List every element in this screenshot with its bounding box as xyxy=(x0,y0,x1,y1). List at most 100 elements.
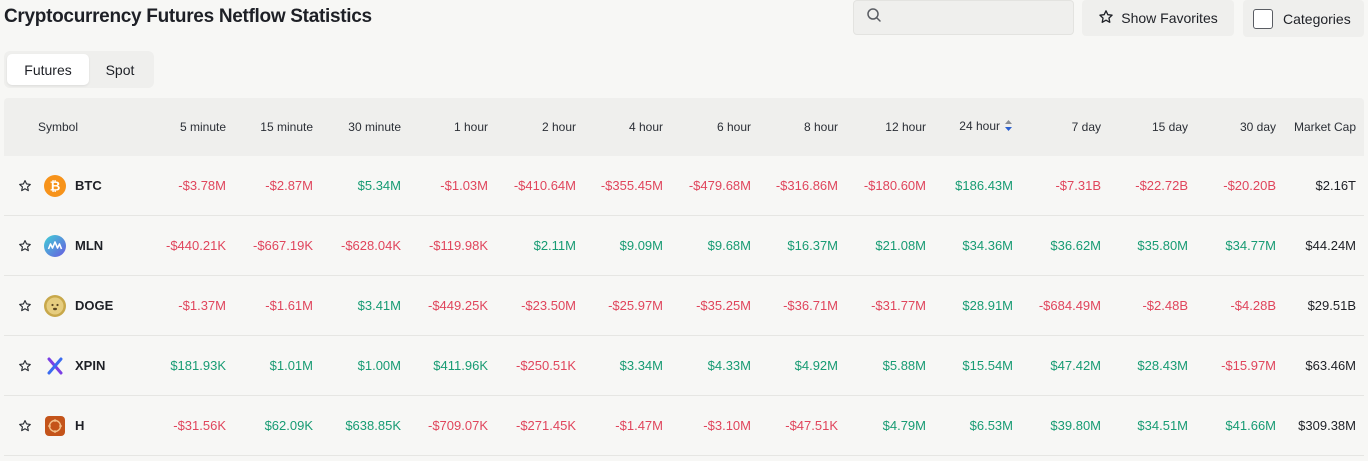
value-1h: -$709.07K xyxy=(428,418,488,433)
favorite-star-icon[interactable] xyxy=(18,299,32,313)
value-30d: -$4.28B xyxy=(1230,298,1276,313)
table-row[interactable]: MLN -$440.21K -$667.19K -$628.04K -$119.… xyxy=(4,216,1364,276)
table-row[interactable]: ₿ BTC -$3.78M -$2.87M $5.34M -$1.03M -$4… xyxy=(4,156,1364,216)
symbol-label: MLN xyxy=(75,238,104,253)
column-header-30d[interactable]: 30 day xyxy=(1239,120,1276,134)
value-1h: -$449.25K xyxy=(428,298,488,313)
value-8h: -$316.86M xyxy=(775,178,838,193)
value-5m: $181.93K xyxy=(170,358,226,373)
symbol-label: XPIN xyxy=(75,358,106,373)
value-30m: $5.34M xyxy=(357,178,401,193)
value-5m: -$31.56K xyxy=(173,418,226,433)
column-header-24h[interactable]: 24 hour xyxy=(926,119,1013,135)
star-outline-icon xyxy=(1098,9,1114,28)
categories-checkbox[interactable] xyxy=(1253,8,1273,29)
value-7d: $36.62M xyxy=(1050,238,1101,253)
value-15d: $28.43M xyxy=(1137,358,1188,373)
value-24h: $6.53M xyxy=(969,418,1013,433)
value-24h: $15.54M xyxy=(962,358,1013,373)
value-12h: $4.79M xyxy=(882,418,926,433)
sort-icon[interactable] xyxy=(1004,119,1013,135)
value-2h: $2.11M xyxy=(533,238,576,253)
table-row[interactable]: H -$31.56K $62.09K $638.85K -$709.07K -$… xyxy=(4,396,1364,456)
column-header-15d[interactable]: 15 day xyxy=(1151,120,1188,134)
value-4h: $3.34M xyxy=(619,358,663,373)
value-2h: -$410.64M xyxy=(513,178,576,193)
symbol-label: DOGE xyxy=(75,298,114,313)
table-row[interactable]: DOGE -$1.37M -$1.61M $3.41M -$449.25K -$… xyxy=(4,276,1364,336)
value-15d: -$2.48B xyxy=(1142,298,1188,313)
table-row[interactable]: XPIN $181.93K $1.01M $1.00M $411.96K -$2… xyxy=(4,336,1364,396)
search-input[interactable] xyxy=(890,9,1070,26)
value-24h: $28.91M xyxy=(962,298,1013,313)
value-7d: -$684.49M xyxy=(1038,298,1101,313)
page-title: Cryptocurrency Futures Netflow Statistic… xyxy=(4,6,372,27)
column-header-4h[interactable]: 4 hour xyxy=(628,120,663,134)
show-favorites-button[interactable]: Show Favorites xyxy=(1082,0,1234,36)
column-header-6h[interactable]: 6 hour xyxy=(716,120,751,134)
symbol-cell: H xyxy=(4,415,144,437)
value-8h: -$47.51K xyxy=(785,418,838,433)
value-12h: $21.08M xyxy=(875,238,926,253)
categories-label: Categories xyxy=(1283,10,1351,27)
value-7d: $39.80M xyxy=(1050,418,1101,433)
value-5m: -$440.21K xyxy=(166,238,226,253)
mln-coin-icon xyxy=(44,234,66,257)
value-30d: $41.66M xyxy=(1225,418,1276,433)
value-2h: -$23.50M xyxy=(521,298,576,313)
value-15d: $35.80M xyxy=(1137,238,1188,253)
value-12h: $5.88M xyxy=(882,358,926,373)
value-market-cap: $44.24M xyxy=(1305,238,1356,253)
column-header-1h[interactable]: 1 hour xyxy=(453,120,488,134)
tab-spot[interactable]: Spot xyxy=(105,61,135,78)
value-24h: $186.43M xyxy=(955,178,1013,193)
value-6h: $9.68M xyxy=(707,238,751,253)
value-6h: $4.33M xyxy=(707,358,751,373)
search-icon xyxy=(866,7,882,28)
value-1h: -$119.98K xyxy=(428,238,488,253)
market-type-tabs: Futures Spot xyxy=(4,51,154,88)
value-30m: $3.41M xyxy=(357,298,401,313)
symbol-label: BTC xyxy=(75,178,102,193)
column-header-15m[interactable]: 15 minute xyxy=(260,120,313,134)
btc-coin-icon: ₿ xyxy=(44,174,66,197)
table-header: Symbol 5 minute 15 minute 30 minute 1 ho… xyxy=(4,98,1364,156)
value-30m: $638.85K xyxy=(345,418,401,433)
value-6h: -$479.68M xyxy=(688,178,751,193)
value-30d: -$20.20B xyxy=(1223,178,1276,193)
value-4h: -$355.45M xyxy=(600,178,663,193)
value-30d: $34.77M xyxy=(1225,238,1276,253)
favorite-star-icon[interactable] xyxy=(18,179,32,193)
value-7d: -$7.31B xyxy=(1055,178,1101,193)
value-6h: -$3.10M xyxy=(703,418,751,433)
favorite-star-icon[interactable] xyxy=(18,419,32,433)
value-market-cap: $29.51B xyxy=(1307,298,1356,313)
column-header-12h[interactable]: 12 hour xyxy=(885,120,926,134)
symbol-cell: MLN xyxy=(4,234,144,257)
symbol-cell: DOGE xyxy=(4,294,144,317)
column-header-30m[interactable]: 30 minute xyxy=(348,120,401,134)
value-15d: -$22.72B xyxy=(1135,178,1188,193)
search-box[interactable] xyxy=(853,0,1074,35)
value-15m: -$667.19K xyxy=(253,238,313,253)
value-2h: -$250.51K xyxy=(516,358,576,373)
favorite-star-icon[interactable] xyxy=(18,239,32,253)
column-header-8h[interactable]: 8 hour xyxy=(803,120,838,134)
column-header-market-cap[interactable]: Market Cap xyxy=(1293,120,1356,134)
value-15m: -$2.87M xyxy=(265,178,313,193)
column-header-5m[interactable]: 5 minute xyxy=(179,120,226,134)
value-1h: -$1.03M xyxy=(440,178,488,193)
value-1h: $411.96K xyxy=(433,358,488,373)
tab-futures[interactable]: Futures xyxy=(7,54,89,85)
value-4h: -$1.47M xyxy=(615,418,663,433)
categories-button[interactable]: Categories xyxy=(1243,0,1364,37)
column-header-7d[interactable]: 7 day xyxy=(1071,120,1101,134)
value-4h: $9.09M xyxy=(619,238,663,253)
column-header-2h[interactable]: 2 hour xyxy=(541,120,576,134)
show-favorites-label: Show Favorites xyxy=(1121,10,1218,26)
value-15d: $34.51M xyxy=(1137,418,1188,433)
symbol-cell: XPIN xyxy=(4,355,144,377)
value-7d: $47.42M xyxy=(1050,358,1101,373)
favorite-star-icon[interactable] xyxy=(18,359,32,373)
column-header-symbol[interactable]: Symbol xyxy=(38,120,79,134)
